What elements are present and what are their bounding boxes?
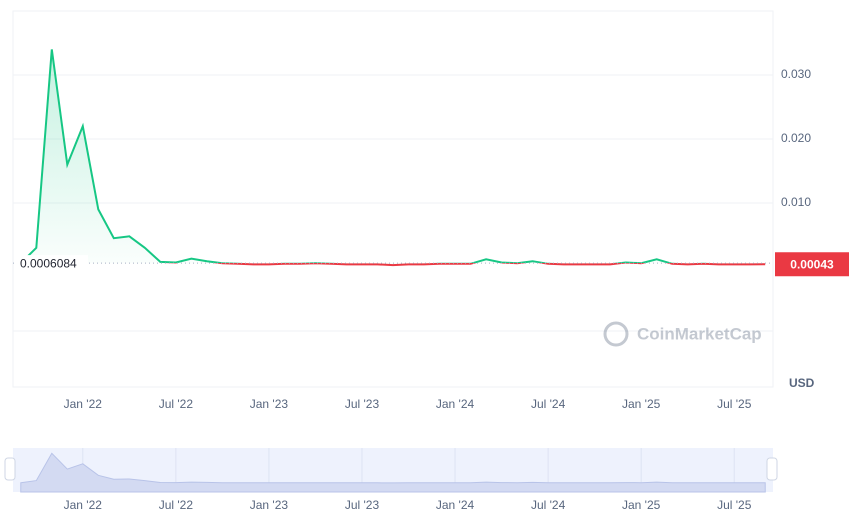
navigator-tick-label: Jul '23 (345, 498, 380, 512)
x-tick-label: Jan '23 (250, 397, 289, 411)
navigator-tick-label: Jan '23 (250, 498, 289, 512)
plot-frame (12, 10, 774, 388)
baseline-label-bg (16, 255, 88, 272)
navigator-tick-label: Jan '24 (436, 498, 475, 512)
navigator-tick-label: Jan '22 (64, 498, 103, 512)
x-tick-label: Jul '24 (531, 397, 566, 411)
navigator-area (20, 452, 766, 493)
baseline-label: 0.0006084 (20, 256, 77, 270)
x-tick-label: Jan '25 (622, 397, 661, 411)
navigator-handle[interactable] (4, 457, 16, 481)
x-tick-label: Jul '23 (345, 397, 380, 411)
navigator-tick-label: Jul '22 (159, 498, 194, 512)
price-line (20, 49, 766, 267)
x-tick-label: Jul '22 (159, 397, 194, 411)
navigator-tick-label: Jan '25 (622, 498, 661, 512)
y-tick-label: 0.010 (781, 195, 811, 209)
x-tick-label: Jan '24 (436, 397, 475, 411)
y-tick-label: 0.030 (781, 67, 811, 81)
price-area (20, 49, 766, 266)
current-price-label: 0.00043 (790, 257, 834, 271)
current-price-badge (775, 252, 849, 277)
watermark-text: CoinMarketCap (637, 324, 762, 343)
navigator-tick-label: Jul '24 (531, 498, 566, 512)
navigator-tick-label: Jul '25 (717, 498, 752, 512)
x-tick-label: Jul '25 (717, 397, 752, 411)
navigator-handle[interactable] (766, 457, 778, 481)
watermark: CoinMarketCap (603, 321, 762, 347)
y-tick-label: 0.020 (781, 131, 811, 145)
watermark-logo (603, 321, 629, 347)
x-tick-label: Jan '22 (64, 397, 103, 411)
currency-label: USD (789, 376, 815, 390)
